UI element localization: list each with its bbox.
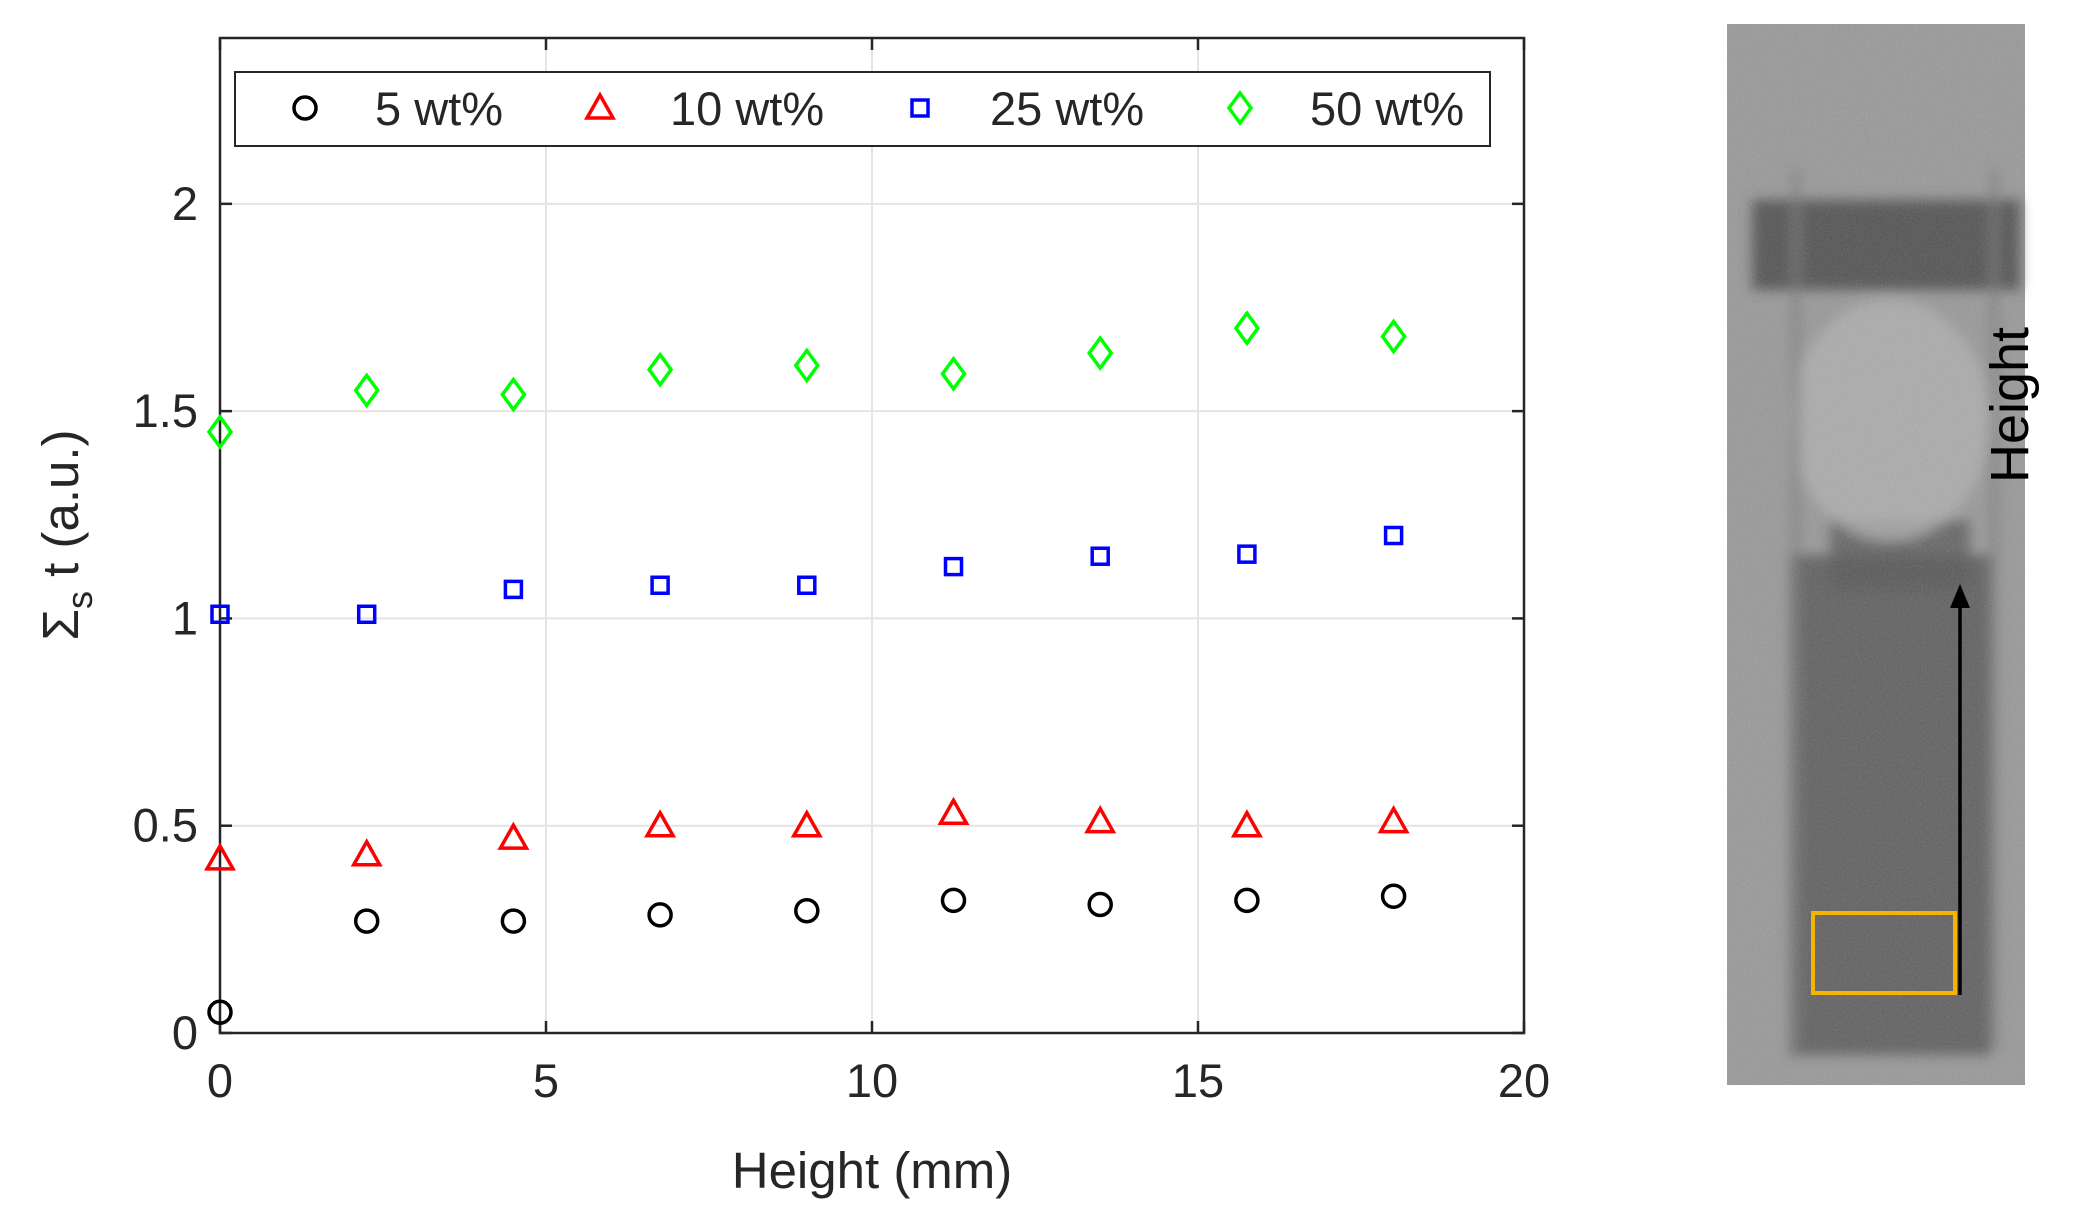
data-point	[794, 897, 820, 924]
data-point	[1087, 335, 1114, 372]
legend-entry: 50 wt%	[1226, 82, 1464, 135]
data-point	[1377, 805, 1410, 834]
data-point	[790, 809, 823, 838]
data-markers	[204, 310, 1410, 1026]
data-point	[650, 575, 670, 595]
legend-label: 25 wt%	[990, 82, 1144, 135]
y-axis-title-symbol: Σ	[32, 609, 89, 641]
x-tick-label: 10	[846, 1054, 898, 1107]
data-point	[1383, 525, 1404, 546]
y-tick-label: 0	[172, 1006, 198, 1059]
region-of-interest-box	[1811, 911, 1957, 995]
legend-marker	[910, 98, 930, 118]
legend-entry: 25 wt%	[910, 82, 1144, 135]
data-point	[943, 556, 964, 577]
data-point	[1380, 318, 1407, 355]
series-square	[210, 525, 1404, 625]
data-point	[356, 604, 377, 625]
y-tick-label: 2	[172, 177, 198, 230]
data-point	[1230, 809, 1263, 838]
y-tick-label: 0.5	[133, 799, 198, 852]
data-point	[940, 355, 967, 392]
series-circle	[207, 883, 1407, 1026]
data-point	[207, 999, 233, 1026]
data-point	[1087, 891, 1113, 918]
data-point	[1237, 544, 1257, 564]
x-tick-label: 5	[533, 1054, 559, 1107]
y-tick-labels: 0 0.5 1 1.5 2	[133, 177, 198, 1059]
data-point	[644, 809, 677, 838]
data-point	[646, 351, 674, 388]
legend-marker	[292, 95, 318, 121]
data-point	[497, 821, 530, 850]
legend-label: 10 wt%	[670, 82, 824, 135]
data-point	[353, 372, 380, 409]
data-point	[1084, 805, 1117, 834]
radiograph-noise	[1727, 24, 2025, 1085]
data-point	[797, 575, 817, 595]
scatter-chart: 0 5 10 15 20 0 0.5 1 1.5 2 Height (mm) Σs t (a.u…	[32, 36, 1550, 1199]
legend-label: 50 wt%	[1310, 82, 1464, 135]
height-arrow-label: Height	[1980, 327, 2040, 483]
data-point	[937, 796, 970, 826]
data-point	[647, 902, 673, 928]
y-axis-title: Σs t (a.u.)	[32, 429, 100, 640]
legend-marker	[584, 91, 616, 120]
data-point	[940, 887, 967, 914]
data-point	[206, 413, 234, 450]
data-point	[1233, 310, 1261, 347]
data-point	[1090, 546, 1110, 566]
legend-entry: 10 wt%	[584, 82, 824, 135]
y-tick-label: 1.5	[133, 384, 198, 437]
x-tick-label: 20	[1498, 1054, 1550, 1107]
series-diamond	[206, 310, 1407, 450]
legend-marker	[1226, 90, 1254, 126]
legend-entry: 5 wt%	[292, 82, 503, 135]
neutron-radiograph: Height	[1727, 24, 2040, 1085]
y-axis-title-subscript: s	[59, 591, 100, 609]
series-triangle	[204, 796, 1410, 871]
data-point	[503, 579, 524, 600]
x-tick-label: 0	[207, 1054, 233, 1107]
data-point	[1234, 887, 1260, 914]
data-point	[1380, 883, 1407, 909]
data-point	[210, 604, 230, 625]
height-arrow-head	[1950, 584, 1970, 608]
data-point	[793, 347, 820, 384]
x-tick-label: 15	[1172, 1054, 1224, 1107]
x-axis-title: Height (mm)	[732, 1142, 1013, 1199]
x-tick-labels: 0 5 10 15 20	[207, 1054, 1550, 1107]
y-tick-label: 1	[172, 591, 198, 644]
data-point	[204, 842, 236, 871]
data-point	[500, 376, 527, 413]
legend-box	[234, 71, 1491, 147]
data-point	[350, 838, 383, 867]
legend-label: 5 wt%	[375, 82, 503, 135]
ticks	[218, 38, 1526, 1035]
legend: 5 wt% 10 wt% 25 wt% 50 wt%	[234, 71, 1491, 147]
data-point	[500, 908, 527, 934]
y-axis-title-rest: t (a.u.)	[32, 429, 89, 591]
grid	[220, 38, 1524, 1033]
data-point	[353, 908, 380, 934]
